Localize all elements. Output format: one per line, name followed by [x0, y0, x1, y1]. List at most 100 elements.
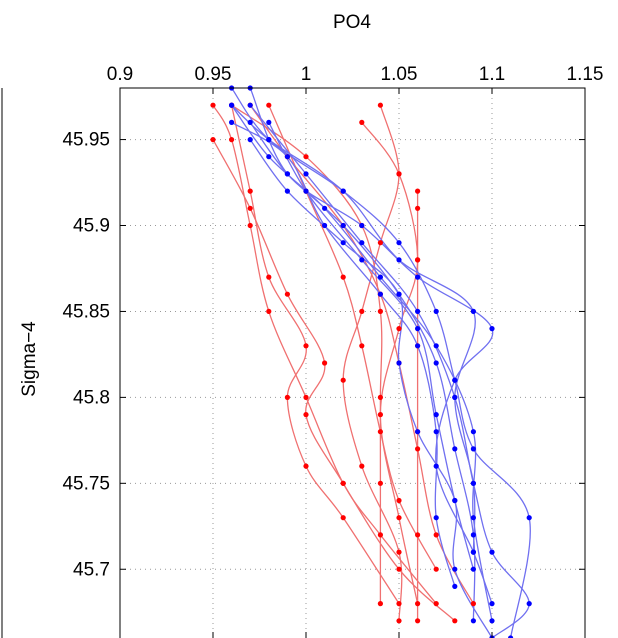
- data-point-blue: [396, 360, 402, 366]
- data-point-red: [303, 154, 309, 160]
- series-line-red: [212, 139, 456, 622]
- data-point-red: [377, 532, 383, 538]
- data-point-red: [340, 274, 346, 280]
- data-point-blue: [470, 532, 476, 538]
- data-point-blue: [322, 205, 328, 211]
- data-point-blue: [452, 566, 458, 572]
- data-point-red: [433, 566, 439, 572]
- data-point-red: [396, 601, 402, 607]
- data-point-blue: [470, 480, 476, 486]
- data-point-red: [359, 343, 365, 349]
- y-tick-label: 45.75: [62, 473, 110, 494]
- data-point-red: [377, 412, 383, 418]
- data-point-red: [266, 308, 272, 314]
- data-point-red: [247, 205, 253, 211]
- data-point-red: [377, 429, 383, 435]
- data-point-blue: [396, 257, 402, 263]
- x-tick-label: 1.15: [567, 64, 604, 85]
- series-points: [210, 85, 532, 638]
- data-point-blue: [433, 343, 439, 349]
- data-point-blue: [508, 635, 514, 638]
- data-point-blue: [526, 601, 532, 607]
- data-point-blue: [340, 188, 346, 194]
- data-point-blue: [452, 583, 458, 590]
- data-point-blue: [396, 240, 402, 246]
- data-point-red: [415, 257, 421, 263]
- data-point-blue: [340, 222, 346, 229]
- data-point-blue: [303, 188, 309, 194]
- data-point-blue: [489, 601, 495, 607]
- data-point-red: [210, 137, 216, 143]
- data-point-red: [415, 188, 421, 194]
- data-point-blue: [452, 394, 458, 400]
- data-point-blue: [377, 291, 383, 297]
- data-point-blue: [266, 154, 272, 160]
- data-point-red: [303, 412, 309, 418]
- data-point-blue: [489, 549, 495, 555]
- series-line-blue: [231, 104, 476, 553]
- data-point-red: [377, 240, 383, 246]
- data-point-blue: [359, 222, 365, 229]
- y-tick-label: 45.95: [62, 130, 110, 151]
- data-point-blue: [359, 257, 365, 263]
- series-line-red: [342, 105, 403, 621]
- data-point-blue: [470, 566, 476, 572]
- data-point-blue: [415, 429, 421, 435]
- y-axis-title: Sigma−4: [19, 321, 40, 397]
- series-line-red: [212, 104, 437, 605]
- data-point-red: [322, 360, 328, 366]
- data-point-blue: [452, 377, 458, 383]
- data-point-blue: [470, 618, 476, 624]
- data-point-blue: [322, 222, 328, 229]
- data-point-blue: [489, 326, 495, 332]
- data-point-blue: [284, 188, 290, 194]
- data-point-blue: [284, 171, 290, 177]
- data-point-blue: [470, 549, 476, 555]
- y-tick-label: 45.7: [73, 559, 110, 580]
- y-tick-label: 45.8: [73, 387, 110, 408]
- data-point-blue: [452, 446, 458, 452]
- data-point-blue: [470, 429, 476, 435]
- series-line-blue: [231, 121, 456, 587]
- data-point-red: [433, 601, 439, 607]
- data-point-blue: [247, 137, 253, 143]
- data-point-red: [377, 102, 383, 108]
- data-point-blue: [433, 360, 439, 366]
- data-point-red: [247, 188, 253, 194]
- y-tick-label: 45.9: [73, 216, 110, 237]
- data-point-red: [433, 532, 439, 538]
- x-tick-label: 0.95: [195, 64, 232, 85]
- data-point-blue: [489, 618, 495, 624]
- x-tick-label: 1.1: [479, 64, 505, 85]
- data-point-red: [415, 532, 421, 538]
- data-point-blue: [433, 412, 439, 418]
- data-point-red: [396, 326, 402, 332]
- y-ticks: 45.7 45.75 45.8 45.85 45.9 45.95: [62, 130, 585, 580]
- data-point-red: [303, 394, 309, 400]
- x-tick-label: 1.05: [381, 64, 418, 85]
- data-point-red: [470, 601, 476, 607]
- data-point-blue: [377, 274, 383, 280]
- data-point-blue: [452, 497, 458, 504]
- data-point-red: [284, 394, 290, 400]
- data-point-blue: [359, 240, 365, 246]
- data-point-blue: [470, 515, 476, 521]
- data-point-red: [377, 480, 383, 486]
- data-point-red: [415, 618, 421, 624]
- data-point-blue: [229, 119, 235, 125]
- data-point-blue: [415, 343, 421, 349]
- data-point-red: [452, 618, 458, 624]
- series-line-red: [249, 104, 474, 604]
- data-point-red: [359, 308, 365, 314]
- data-point-blue: [433, 308, 439, 314]
- data-point-blue: [247, 119, 253, 125]
- data-point-blue: [415, 308, 421, 314]
- data-point-blue: [396, 291, 402, 297]
- data-point-red: [247, 222, 253, 229]
- data-point-blue: [433, 429, 439, 435]
- data-point-blue: [433, 463, 439, 469]
- data-point-red: [210, 102, 216, 108]
- data-point-red: [229, 137, 235, 143]
- data-point-blue: [470, 308, 476, 314]
